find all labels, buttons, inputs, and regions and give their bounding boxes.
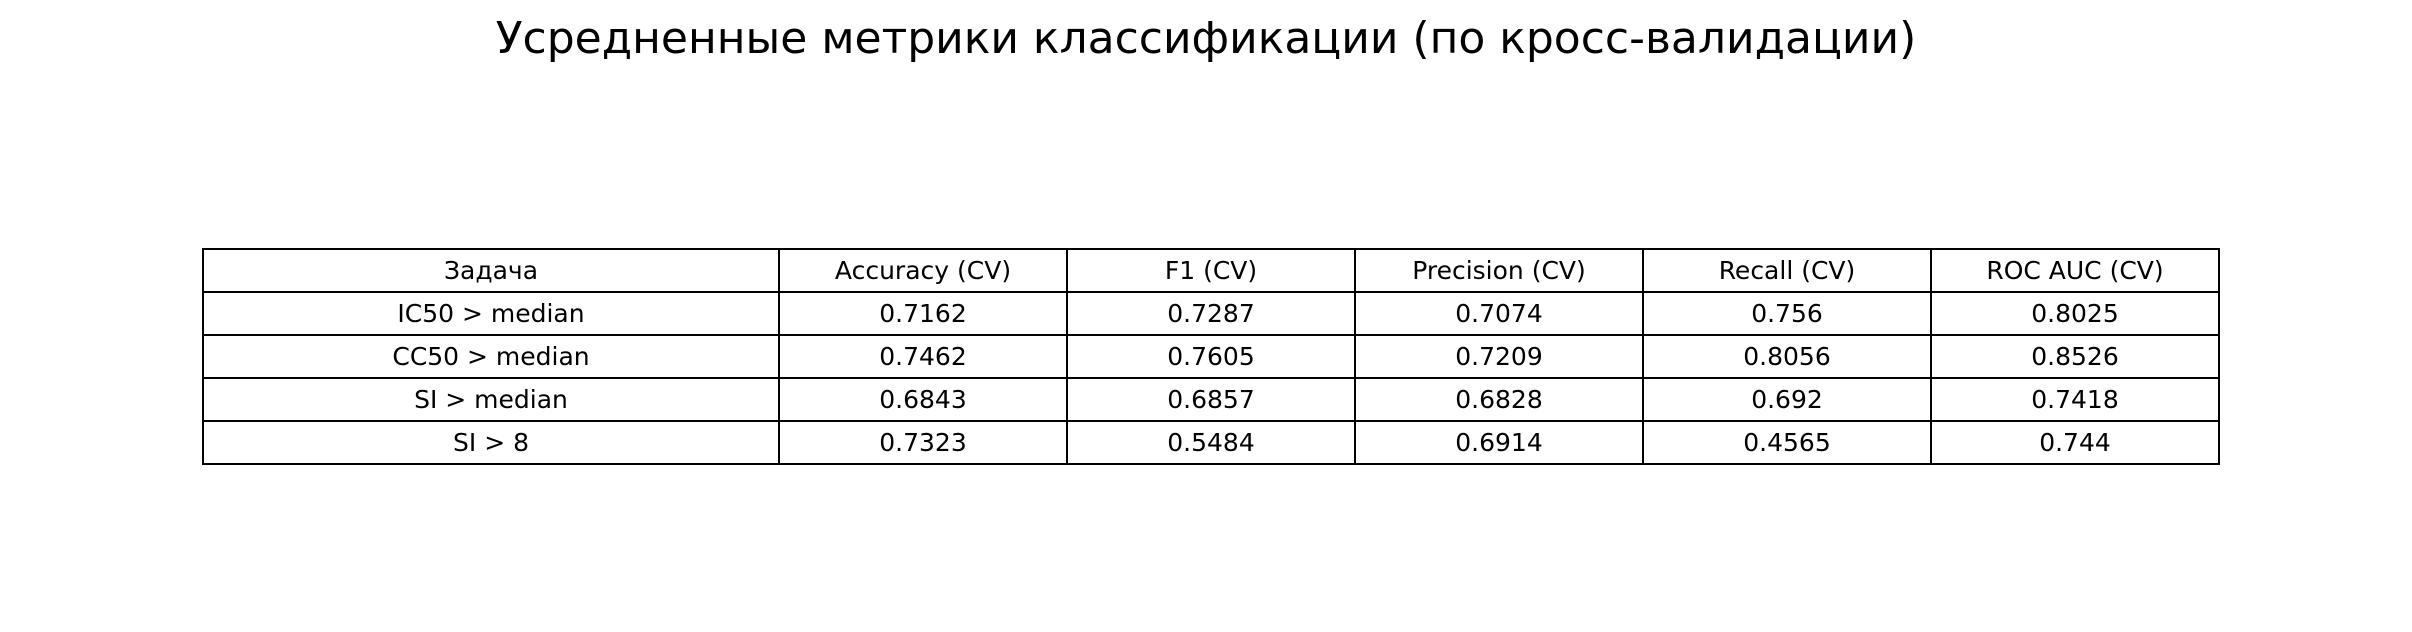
- table-cell: 0.6857: [1066, 377, 1356, 422]
- table-cell: 0.6914: [1354, 420, 1644, 465]
- table-row: IC50 > median 0.7162 0.7287 0.7074 0.756…: [202, 291, 2220, 336]
- header-cell-roc-auc: ROC AUC (CV): [1930, 248, 2220, 293]
- table-cell: 0.7287: [1066, 291, 1356, 336]
- table-cell: 0.8025: [1930, 291, 2220, 336]
- header-row: Задача Accuracy (CV) F1 (CV) Precision (…: [202, 248, 2220, 293]
- table-header: Задача Accuracy (CV) F1 (CV) Precision (…: [202, 248, 2220, 293]
- table-cell: 0.4565: [1642, 420, 1932, 465]
- table-cell: 0.7323: [778, 420, 1068, 465]
- table-cell: 0.7605: [1066, 334, 1356, 379]
- table-cell: 0.8056: [1642, 334, 1932, 379]
- table-body: IC50 > median 0.7162 0.7287 0.7074 0.756…: [202, 291, 2220, 465]
- table-cell: 0.8526: [1930, 334, 2220, 379]
- table-cell: IC50 > median: [202, 291, 780, 336]
- table-cell: 0.756: [1642, 291, 1932, 336]
- table-cell: 0.7162: [778, 291, 1068, 336]
- header-cell-task: Задача: [202, 248, 780, 293]
- table-row: SI > median 0.6843 0.6857 0.6828 0.692 0…: [202, 377, 2220, 422]
- table-cell: 0.7074: [1354, 291, 1644, 336]
- table-cell: 0.7209: [1354, 334, 1644, 379]
- table-cell: 0.692: [1642, 377, 1932, 422]
- header-cell-f1: F1 (CV): [1066, 248, 1356, 293]
- table-cell: 0.744: [1930, 420, 2220, 465]
- table-cell: 0.5484: [1066, 420, 1356, 465]
- table-cell: SI > median: [202, 377, 780, 422]
- header-cell-recall: Recall (CV): [1642, 248, 1932, 293]
- table-row: SI > 8 0.7323 0.5484 0.6914 0.4565 0.744: [202, 420, 2220, 465]
- table-cell: 0.6828: [1354, 377, 1644, 422]
- chart-title: Усредненные метрики классификации (по кр…: [495, 13, 1917, 64]
- table-row: CC50 > median 0.7462 0.7605 0.7209 0.805…: [202, 334, 2220, 379]
- header-cell-accuracy: Accuracy (CV): [778, 248, 1068, 293]
- header-cell-precision: Precision (CV): [1354, 248, 1644, 293]
- metrics-table: Задача Accuracy (CV) F1 (CV) Precision (…: [202, 248, 2220, 465]
- table-cell: SI > 8: [202, 420, 780, 465]
- table-cell: 0.6843: [778, 377, 1068, 422]
- table-cell: CC50 > median: [202, 334, 780, 379]
- table-cell: 0.7462: [778, 334, 1068, 379]
- table-cell: 0.7418: [1930, 377, 2220, 422]
